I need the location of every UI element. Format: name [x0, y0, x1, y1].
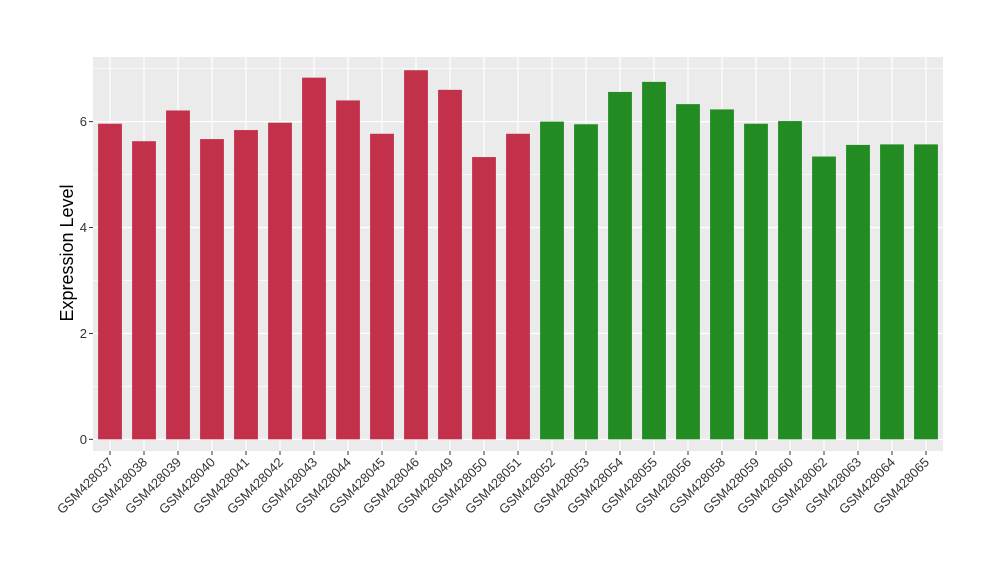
bar-GSM428040 — [200, 139, 224, 440]
bar-GSM428045 — [370, 133, 394, 440]
y-axis-title: Expression Level — [57, 184, 77, 321]
bar-GSM428064 — [880, 144, 904, 440]
bar-GSM428056 — [676, 104, 700, 440]
y-tick-label: 6 — [80, 114, 87, 129]
bar-GSM428055 — [642, 81, 666, 440]
x-axis: GSM428037GSM428038GSM428039GSM428040GSM4… — [54, 451, 932, 517]
bar-GSM428044 — [336, 100, 360, 440]
bar-GSM428043 — [302, 77, 326, 440]
bars — [98, 70, 938, 440]
bar-GSM428059 — [744, 123, 768, 440]
y-tick-label: 0 — [80, 432, 87, 447]
bar-GSM428054 — [608, 91, 632, 440]
y-tick-label: 2 — [80, 326, 87, 341]
bar-GSM428058 — [710, 109, 734, 440]
bar-GSM428052 — [540, 121, 564, 440]
bar-GSM428042 — [268, 122, 292, 440]
bar-GSM428037 — [98, 123, 122, 440]
bar-GSM428053 — [574, 124, 598, 440]
y-tick-label: 4 — [80, 220, 87, 235]
bar-GSM428062 — [812, 156, 836, 440]
bar-GSM428046 — [404, 70, 428, 440]
bar-GSM428050 — [472, 157, 496, 440]
bar-GSM428051 — [506, 133, 530, 440]
bar-GSM428038 — [132, 141, 156, 440]
bar-GSM428063 — [846, 144, 870, 440]
y-axis: 0 2 4 6 — [80, 114, 93, 447]
bar-GSM428060 — [778, 121, 802, 440]
bar-GSM428041 — [234, 130, 258, 440]
bar-GSM428039 — [166, 110, 190, 440]
bar-GSM428065 — [914, 144, 938, 440]
bar-GSM428049 — [438, 89, 462, 440]
